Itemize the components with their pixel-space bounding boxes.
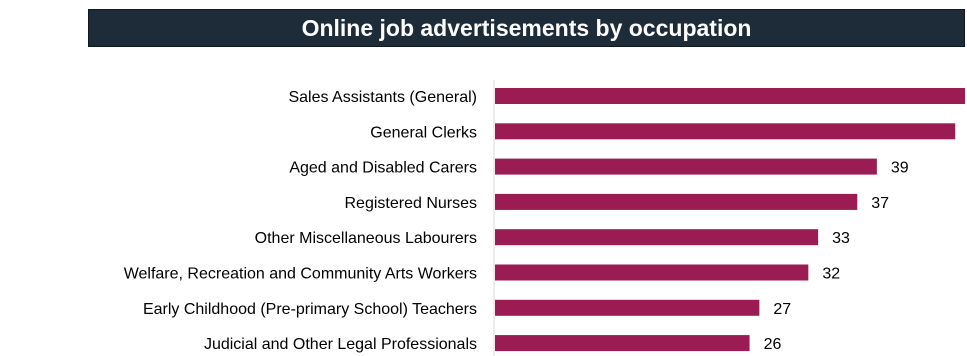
bar-6	[495, 299, 760, 316]
category-label-1: General Clerks	[370, 124, 477, 141]
category-label-2: Aged and Disabled Carers	[289, 160, 477, 177]
bar-5	[495, 264, 809, 281]
bar-1	[495, 123, 956, 140]
value-label-7: 26	[764, 336, 782, 353]
bar-3	[495, 193, 858, 210]
category-label-6: Early Childhood (Pre-primary School) Tea…	[143, 301, 477, 318]
chart-title: Online job advertisements by occupation	[301, 14, 752, 41]
category-label-5: Welfare, Recreation and Community Arts W…	[124, 266, 477, 283]
bars-group: Sales Assistants (General) General Clerks…	[124, 88, 965, 353]
value-label-4: 33	[832, 230, 850, 247]
category-label-4: Other Miscellaneous Labourers	[255, 230, 477, 247]
bar-7	[495, 335, 750, 352]
value-label-3: 37	[871, 195, 889, 212]
bar-4	[495, 229, 819, 246]
category-label-7: Judicial and Other Legal Professionals	[204, 336, 477, 353]
category-label-0: Sales Assistants (General)	[288, 89, 477, 106]
bar-2	[495, 158, 877, 175]
chart-title-bar: Online job advertisements by occupation	[88, 9, 965, 47]
value-label-5: 32	[822, 266, 840, 283]
bar-0	[495, 88, 965, 104]
value-label-2: 39	[891, 160, 909, 177]
category-label-3: Registered Nurses	[345, 195, 478, 212]
value-label-6: 27	[773, 301, 791, 318]
